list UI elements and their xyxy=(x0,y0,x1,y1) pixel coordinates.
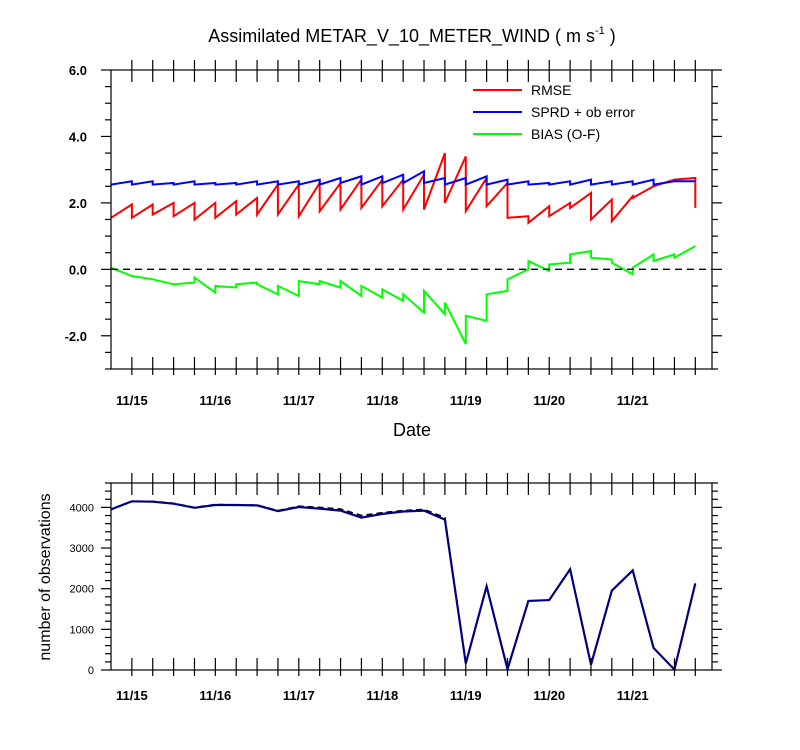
y-tick-label: 3000 xyxy=(70,543,94,555)
top-plot-data xyxy=(110,152,697,345)
top-y-tick-labels: 6.0 4.0 2.0 0.0 -2.0 xyxy=(65,63,87,344)
x-tick-label: 11/18 xyxy=(366,393,398,408)
y-tick-label: 0 xyxy=(88,665,94,677)
x-tick-label: 11/17 xyxy=(283,688,315,703)
x-tick-label: 11/21 xyxy=(617,688,649,703)
legend-label: BIAS (O-F) xyxy=(531,126,600,142)
x-tick-label: 11/15 xyxy=(116,688,148,703)
x-tick-label: 11/21 xyxy=(617,393,649,408)
y-tick-label: 6.0 xyxy=(69,63,87,78)
bottom-plot-ticks xyxy=(101,473,722,676)
bottom-plot-frame xyxy=(110,482,713,671)
top-plot: 11/15 11/16 11/17 11/18 11/19 11/20 11/21 6.0 4… xyxy=(65,60,722,408)
y-tick-label: 2000 xyxy=(70,584,94,596)
legend-label: SPRD + ob error xyxy=(531,104,635,120)
x-tick-label: 11/20 xyxy=(533,688,565,703)
y-tick-label: -2.0 xyxy=(65,329,87,344)
y-tick-label: 2.0 xyxy=(69,196,87,211)
top-plot-ticks xyxy=(101,60,722,375)
chart-title: Assimilated METAR_V_10_METER_WIND ( m s-… xyxy=(208,25,616,47)
x-tick-label: 11/18 xyxy=(366,688,398,703)
x-tick-label: 11/16 xyxy=(199,393,231,408)
legend-label: RMSE xyxy=(531,82,571,98)
y-tick-label: 4000 xyxy=(70,502,94,514)
y-tick-label: 4.0 xyxy=(69,129,87,144)
y-tick-label: 1000 xyxy=(70,624,94,636)
x-tick-label: 11/15 xyxy=(116,393,148,408)
x-tick-label: 11/20 xyxy=(533,393,565,408)
bottom-plot-data xyxy=(110,500,697,674)
series-line-3 xyxy=(110,245,696,345)
top-x-tick-labels: 11/15 11/16 11/17 11/18 11/19 11/20 11/21 xyxy=(116,393,649,408)
legend: RMSE SPRD + ob error BIAS (O-F) xyxy=(473,82,635,142)
x-tick-label: 11/16 xyxy=(199,688,231,703)
x-axis-label: Date xyxy=(393,420,431,440)
top-plot-frame xyxy=(110,69,713,370)
x-tick-label: 11/19 xyxy=(450,393,482,408)
bottom-plot: 11/15 11/16 11/17 11/18 11/19 11/20 11/21 4000… xyxy=(70,473,722,703)
bottom-x-tick-labels: 11/15 11/16 11/17 11/18 11/19 11/20 11/21 xyxy=(116,688,649,703)
series-line-2 xyxy=(110,169,696,187)
observations-line-solid xyxy=(110,500,697,674)
x-tick-label: 11/19 xyxy=(450,688,482,703)
bottom-y-tick-labels: 4000 3000 2000 1000 0 xyxy=(70,502,94,677)
y-axis-label-observations: number of observations xyxy=(37,493,54,660)
x-tick-label: 11/17 xyxy=(283,393,315,408)
y-tick-label: 0.0 xyxy=(69,262,87,277)
